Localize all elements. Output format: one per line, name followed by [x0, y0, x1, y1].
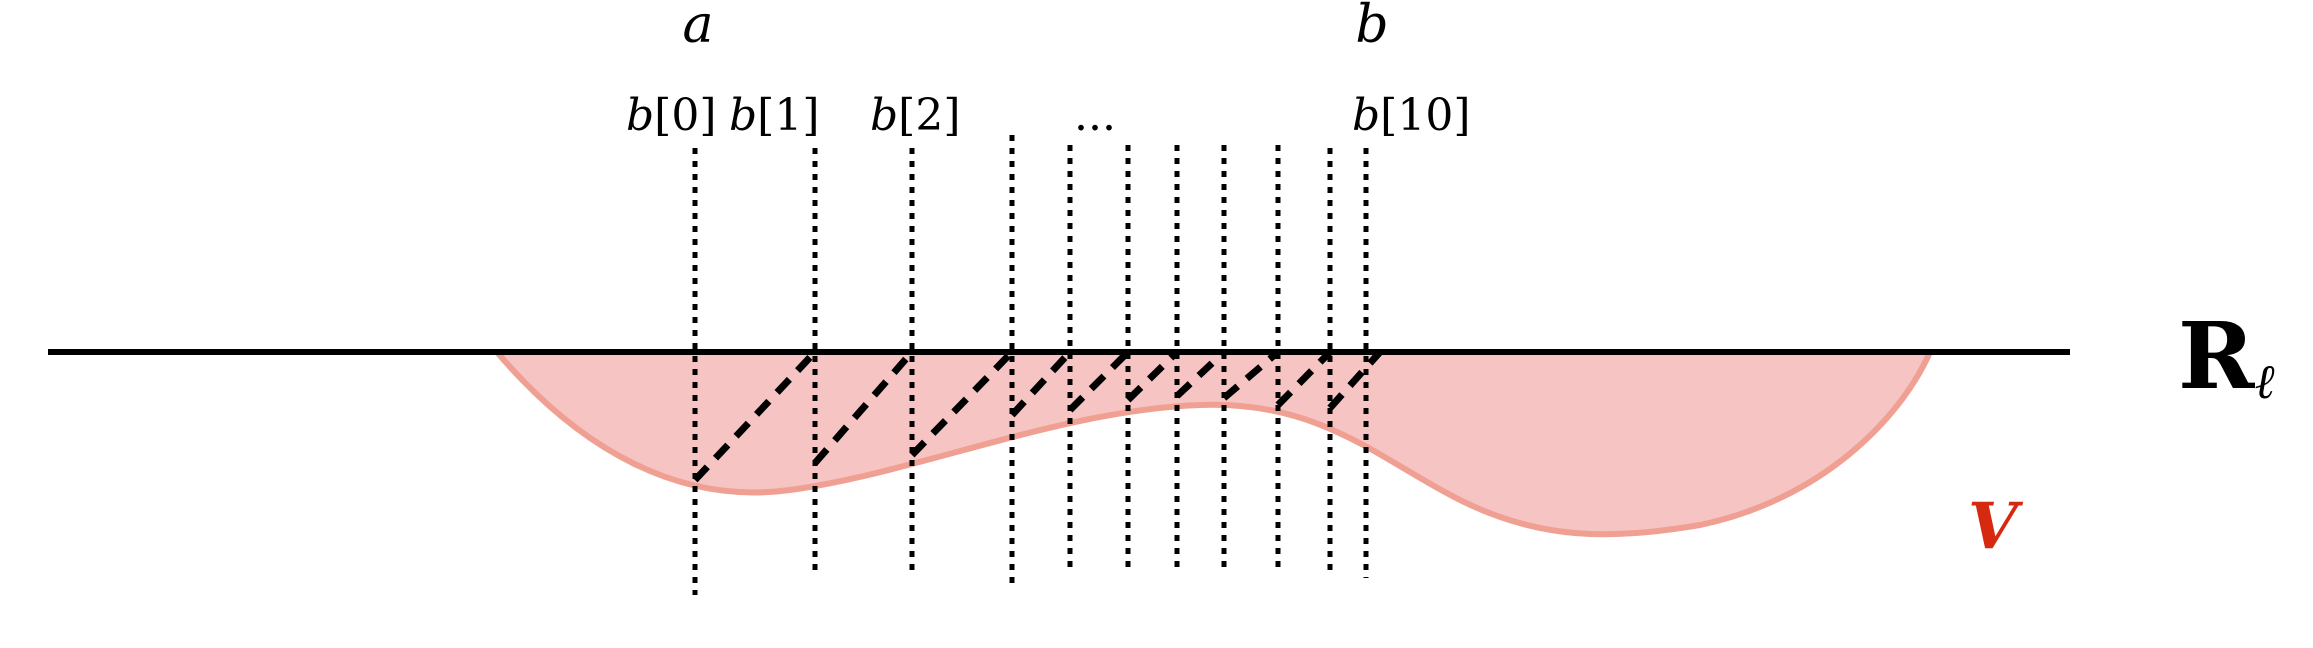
- label-b0-var: b: [626, 90, 654, 141]
- label-b2-index: [2]: [898, 90, 960, 141]
- label-b: b: [1355, 0, 1388, 55]
- space-label-sub: ℓ: [2254, 354, 2274, 410]
- label-ellipsis: ...: [1074, 90, 1116, 141]
- dotted-verticals: [692, 135, 1369, 595]
- dashed-diagonal-6: [1174, 349, 1227, 399]
- label-b10-var: b: [1352, 90, 1380, 141]
- label-b2: b[2]: [870, 90, 961, 141]
- space-label: Rℓ: [2178, 302, 2274, 410]
- label-b0: b[0]: [626, 90, 717, 141]
- dashed-diagonals: [692, 349, 1383, 483]
- label-b2-var: b: [870, 90, 898, 141]
- dashed-diagonal-2: [909, 349, 1015, 458]
- label-b1-var: b: [729, 90, 757, 141]
- label-b10-index: [10]: [1380, 90, 1470, 141]
- dashed-diagonal-7: [1221, 349, 1281, 401]
- label-a: a: [682, 0, 713, 55]
- dashed-diagonal-5: [1125, 349, 1180, 403]
- dashed-diagonal-4: [1067, 349, 1131, 413]
- label-b10: b[10]: [1352, 90, 1471, 141]
- label-b1: b[1]: [729, 90, 820, 141]
- region-label-v: V: [1968, 489, 2024, 564]
- region-v-boundary: [494, 350, 1933, 538]
- label-b1-index: [1]: [757, 90, 819, 141]
- space-label-main: R: [2178, 302, 2255, 410]
- dashed-diagonal-9: [1327, 349, 1383, 411]
- dashed-diagonal-3: [1009, 349, 1073, 418]
- label-b0-index: [0]: [654, 90, 716, 141]
- region-v-fill: [497, 352, 1930, 535]
- dashed-diagonal-8: [1275, 349, 1333, 408]
- dashed-diagonal-1: [812, 349, 915, 466]
